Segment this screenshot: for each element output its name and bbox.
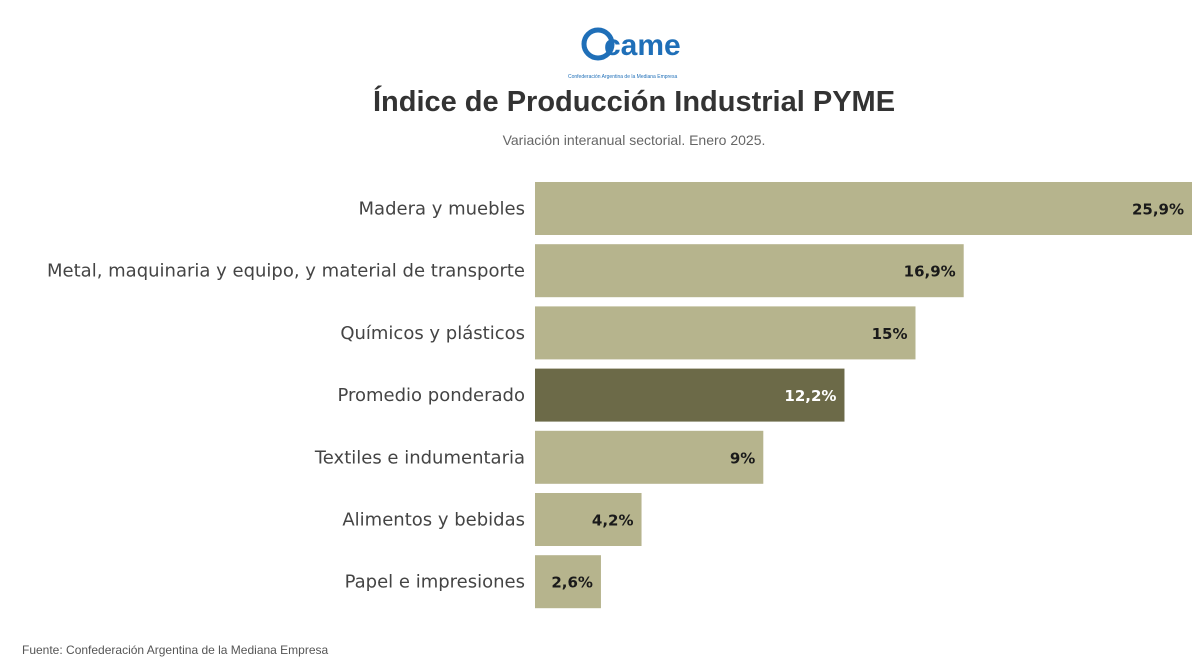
came-logo: came Confederación Argentina de la Media… (560, 22, 700, 82)
logo-tagline: Confederación Argentina de la Mediana Em… (568, 74, 677, 80)
category-label: Alimentos y bebidas (342, 510, 525, 531)
value-label: 15% (872, 325, 908, 343)
bar-5 (535, 493, 642, 546)
bar-0 (535, 182, 1192, 235)
value-label: 4,2% (592, 512, 634, 530)
category-label: Metal, maquinaria y equipo, y material d… (47, 261, 525, 282)
value-label: 25,9% (1132, 201, 1184, 219)
bar-2 (535, 306, 916, 360)
category-label: Textiles e indumentaria (314, 447, 525, 468)
bar-4 (535, 430, 764, 484)
source-note: Fuente: Confederación Argentina de la Me… (22, 643, 329, 657)
came-logo-graphic: came Confederación Argentina de la Media… (568, 27, 681, 80)
category-label: Papel e impresiones (345, 572, 525, 593)
chart-subtitle: Variación interanual sectorial. Enero 20… (502, 132, 766, 148)
value-label: 12,2% (784, 387, 836, 405)
bar-1 (535, 244, 964, 298)
chart-title: Índice de Producción Industrial PYME (372, 86, 896, 118)
value-label: 16,9% (904, 263, 956, 281)
category-label: Químicos y plásticos (340, 323, 525, 344)
bar-6 (535, 555, 601, 609)
category-label: Promedio ponderado (337, 385, 525, 406)
value-label: 9% (730, 449, 755, 467)
logo-wordmark: came (604, 29, 681, 62)
value-label: 2,6% (551, 574, 593, 592)
bar-3 (535, 368, 845, 422)
category-label: Madera y muebles (359, 199, 525, 220)
